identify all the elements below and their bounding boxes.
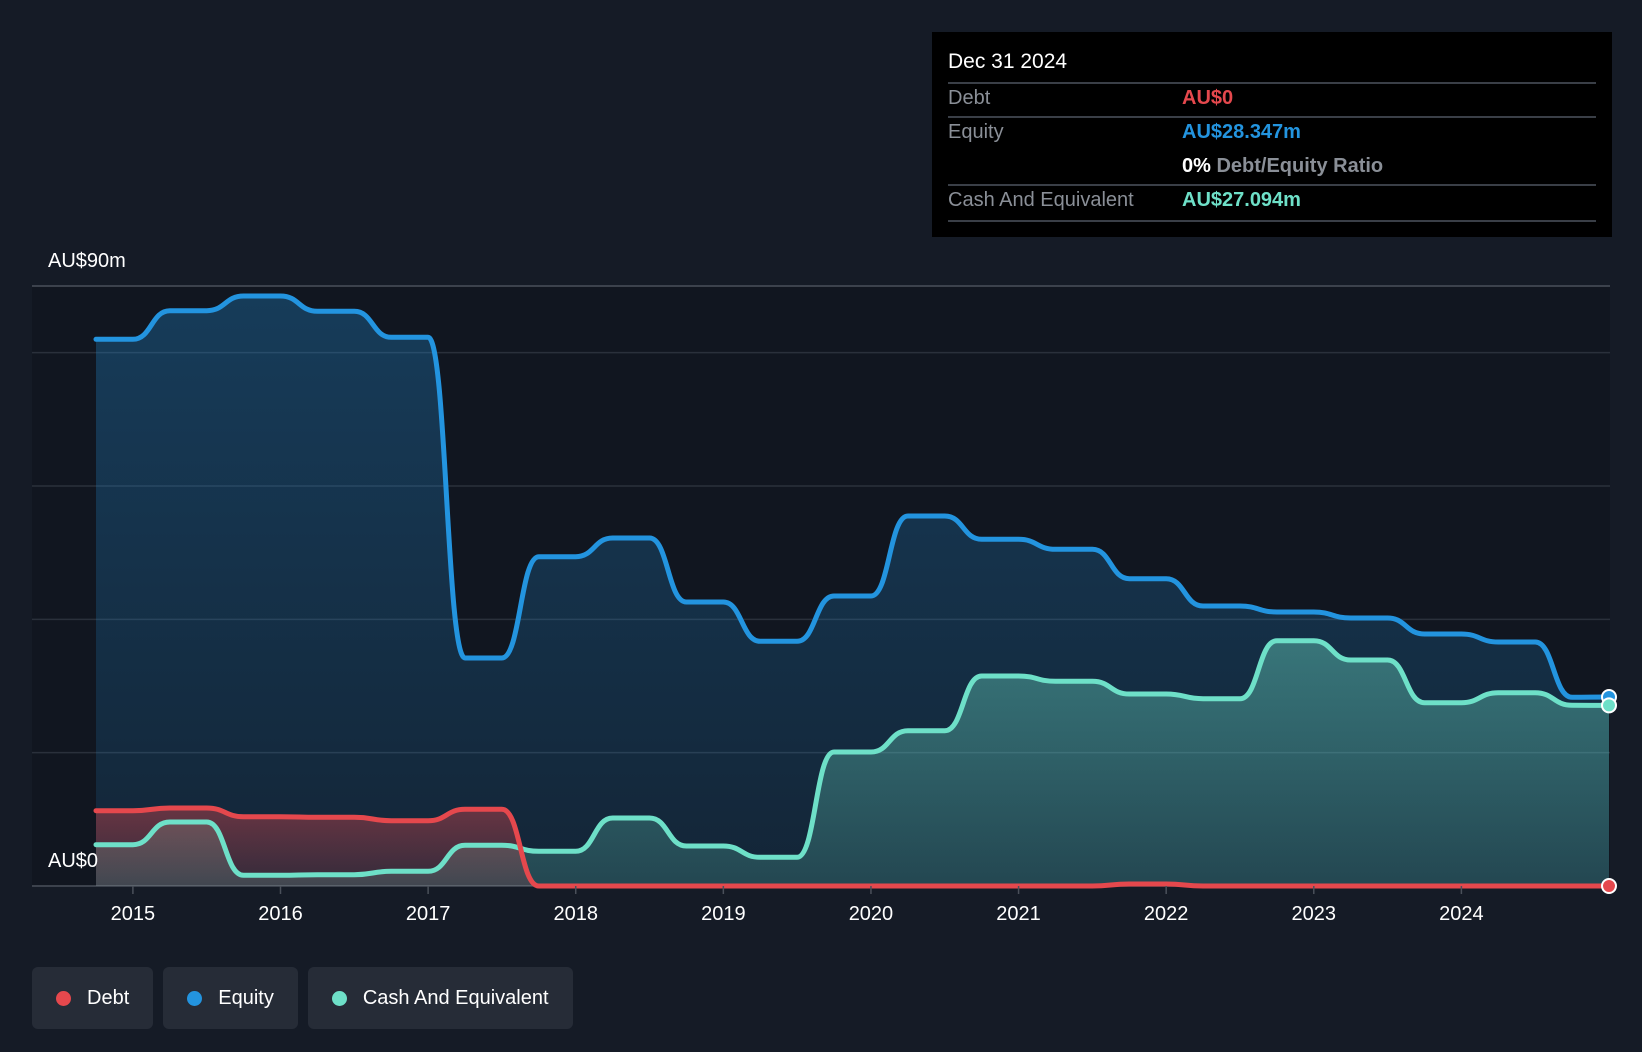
cash-dot-icon xyxy=(331,990,347,1006)
tooltip-cash-label: Cash And Equivalent xyxy=(948,189,1134,211)
equity-dot-icon xyxy=(187,990,203,1006)
legend-label-equity: Equity xyxy=(218,986,274,1009)
x-tick-label: 2021 xyxy=(996,903,1041,925)
tooltip-debt-value: AU$0 xyxy=(1182,87,1234,109)
end-markers xyxy=(1601,689,1617,894)
x-axis-ticks: 2015 2016 2017 2018 2019 2020 2021 2022 2023 2024 xyxy=(111,886,1484,925)
legend-label-cash: Cash And Equivalent xyxy=(362,986,549,1009)
x-tick-label: 2023 xyxy=(1292,903,1337,925)
tooltip-equity-value: AU$28.347m xyxy=(1182,121,1301,143)
cash-line xyxy=(93,638,1612,878)
tooltip-cash-value: AU$27.094m xyxy=(1182,189,1301,211)
legend-item-cash[interactable]: Cash And Equivalent xyxy=(307,967,573,1029)
debt-line xyxy=(93,805,1612,889)
tooltip-ratio-label: Debt/Equity Ratio xyxy=(1216,155,1384,177)
tooltip-debt-label: Debt xyxy=(948,87,991,109)
x-tick-label: 2020 xyxy=(849,903,894,925)
tooltip-ratio-value: 0% xyxy=(1182,155,1211,177)
tooltip-divider xyxy=(948,116,1596,118)
tooltip-ratio: 0% Debt/Equity Ratio xyxy=(1182,155,1383,178)
cash-end-marker xyxy=(1601,697,1617,714)
debt-area xyxy=(96,808,1609,886)
legend-item-debt[interactable]: Debt xyxy=(32,967,154,1029)
x-tick-label: 2022 xyxy=(1144,903,1189,925)
series-areas xyxy=(96,296,1609,886)
debt-end-marker xyxy=(1601,878,1617,894)
tooltip-equity-label: Equity xyxy=(948,121,1004,143)
x-tick-label: 2024 xyxy=(1439,903,1484,925)
cash-area xyxy=(96,640,1609,886)
legend-item-equity[interactable]: Equity xyxy=(163,967,298,1029)
tooltip-divider xyxy=(948,82,1596,84)
tooltip-divider xyxy=(948,220,1596,222)
y-axis-top-label: AU$90m xyxy=(48,250,126,272)
series-lines xyxy=(93,293,1612,889)
x-tick-label: 2016 xyxy=(258,903,303,925)
y-axis-bottom-label: AU$0 xyxy=(48,850,99,872)
chart-legend: Debt Equity Cash And Equivalent xyxy=(32,967,573,1029)
data-tooltip: Dec 31 2024 Debt AU$0 Equity AU$28.347m … xyxy=(932,32,1612,237)
equity-line xyxy=(93,293,1612,700)
legend-label-debt: Debt xyxy=(87,986,130,1009)
x-tick-label: 2018 xyxy=(553,903,598,925)
debt-dot-icon xyxy=(56,990,71,1006)
x-tick-label: 2015 xyxy=(111,903,156,925)
tooltip-divider xyxy=(948,184,1596,186)
tooltip-date: Dec 31 2024 xyxy=(948,50,1068,73)
x-tick-label: 2017 xyxy=(406,903,451,925)
x-tick-label: 2019 xyxy=(701,903,746,925)
